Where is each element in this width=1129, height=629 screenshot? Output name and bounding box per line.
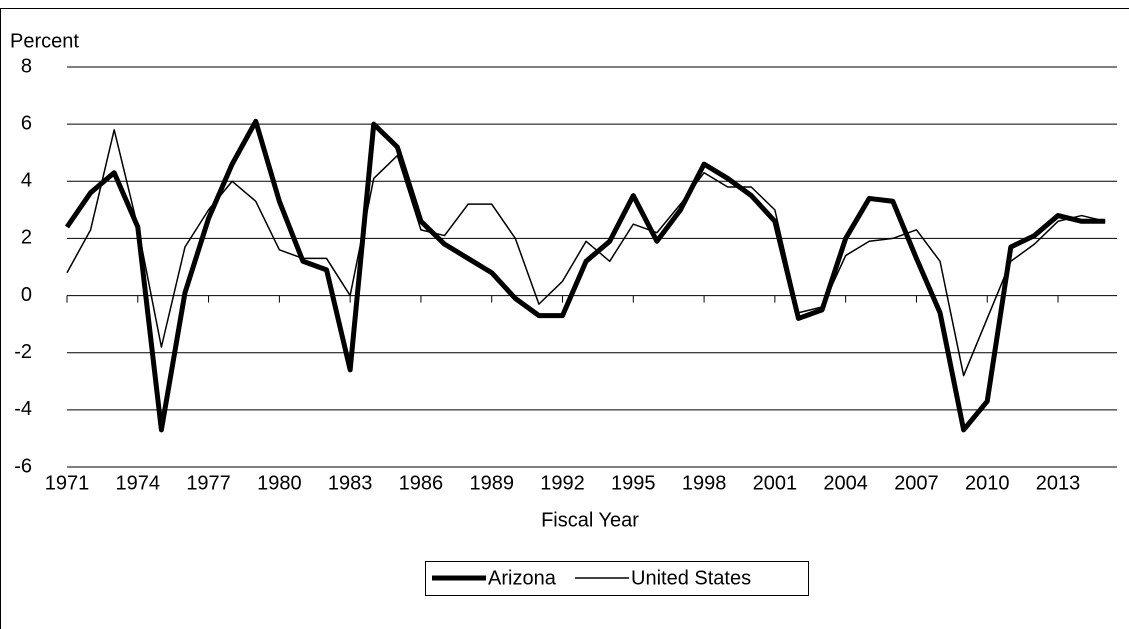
y-tick-label: 2 bbox=[21, 227, 32, 249]
y-tick-label: -6 bbox=[14, 455, 32, 477]
x-tick-label: 2007 bbox=[894, 472, 939, 494]
x-tick-label: 1998 bbox=[682, 472, 727, 494]
x-tick-label: 1971 bbox=[45, 472, 90, 494]
y-tick-label: 0 bbox=[21, 284, 32, 306]
x-tick-label: 2010 bbox=[965, 472, 1010, 494]
y-axis-label: Percent bbox=[10, 30, 79, 52]
y-tick-label: -2 bbox=[14, 341, 32, 363]
x-tick-label: 1974 bbox=[116, 472, 161, 494]
series-line bbox=[66, 129, 1106, 377]
chart-border bbox=[0, 8, 1129, 629]
x-axis-label: Fiscal Year bbox=[541, 509, 639, 531]
x-tick-label: 1986 bbox=[399, 472, 444, 494]
x-tick-label: 2004 bbox=[823, 472, 868, 494]
x-tick-label: 1995 bbox=[611, 472, 656, 494]
legend-label: United States bbox=[631, 567, 751, 589]
y-tick-label: 4 bbox=[21, 170, 32, 192]
y-tick-label: -4 bbox=[14, 398, 32, 420]
x-tick-label: 1983 bbox=[328, 472, 373, 494]
x-tick-label: 2013 bbox=[1036, 472, 1081, 494]
y-tick-label: 8 bbox=[21, 55, 32, 77]
x-tick-label: 1977 bbox=[186, 472, 231, 494]
series-line bbox=[64, 118, 1106, 433]
y-tick-label: 6 bbox=[21, 112, 32, 134]
legend-label: Arizona bbox=[488, 567, 557, 589]
x-tick-label: 1992 bbox=[540, 472, 585, 494]
x-tick-label: 2001 bbox=[753, 472, 798, 494]
x-tick-label: 1980 bbox=[257, 472, 302, 494]
x-tick-label: 1989 bbox=[469, 472, 514, 494]
